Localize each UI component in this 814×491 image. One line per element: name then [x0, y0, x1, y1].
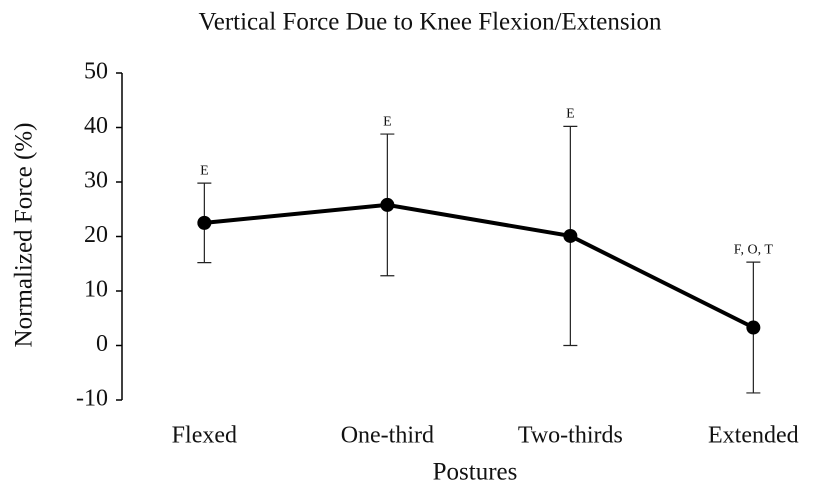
data-point — [197, 215, 212, 230]
x-tick-label: Two-thirds — [518, 423, 623, 449]
data-point — [746, 320, 761, 335]
data-point — [380, 197, 395, 212]
annotation: E — [383, 114, 392, 129]
annotation: F, O, T — [734, 242, 774, 257]
chart-title: Vertical Force Due to Knee Flexion/Exten… — [198, 9, 662, 36]
data-line — [204, 202, 755, 330]
y-tick-label: 0 — [96, 331, 108, 357]
y-tick-label: 30 — [84, 168, 108, 194]
x-tick-label: Extended — [708, 423, 799, 449]
y-tick-label: -10 — [76, 386, 108, 412]
data-point — [563, 228, 578, 243]
x-tick-label: Flexed — [172, 423, 237, 449]
y-tick-label: 20 — [84, 222, 108, 248]
y-tick-label: 50 — [84, 59, 108, 85]
annotation: E — [566, 107, 575, 122]
annotation: E — [200, 163, 209, 178]
y-tick-label: 10 — [84, 277, 108, 303]
y-tick-label: 40 — [84, 113, 108, 139]
x-tick-label: One-third — [341, 423, 434, 449]
y-axis-label: Normalized Force (%) — [11, 123, 38, 348]
x-axis-label: Postures — [433, 459, 518, 486]
